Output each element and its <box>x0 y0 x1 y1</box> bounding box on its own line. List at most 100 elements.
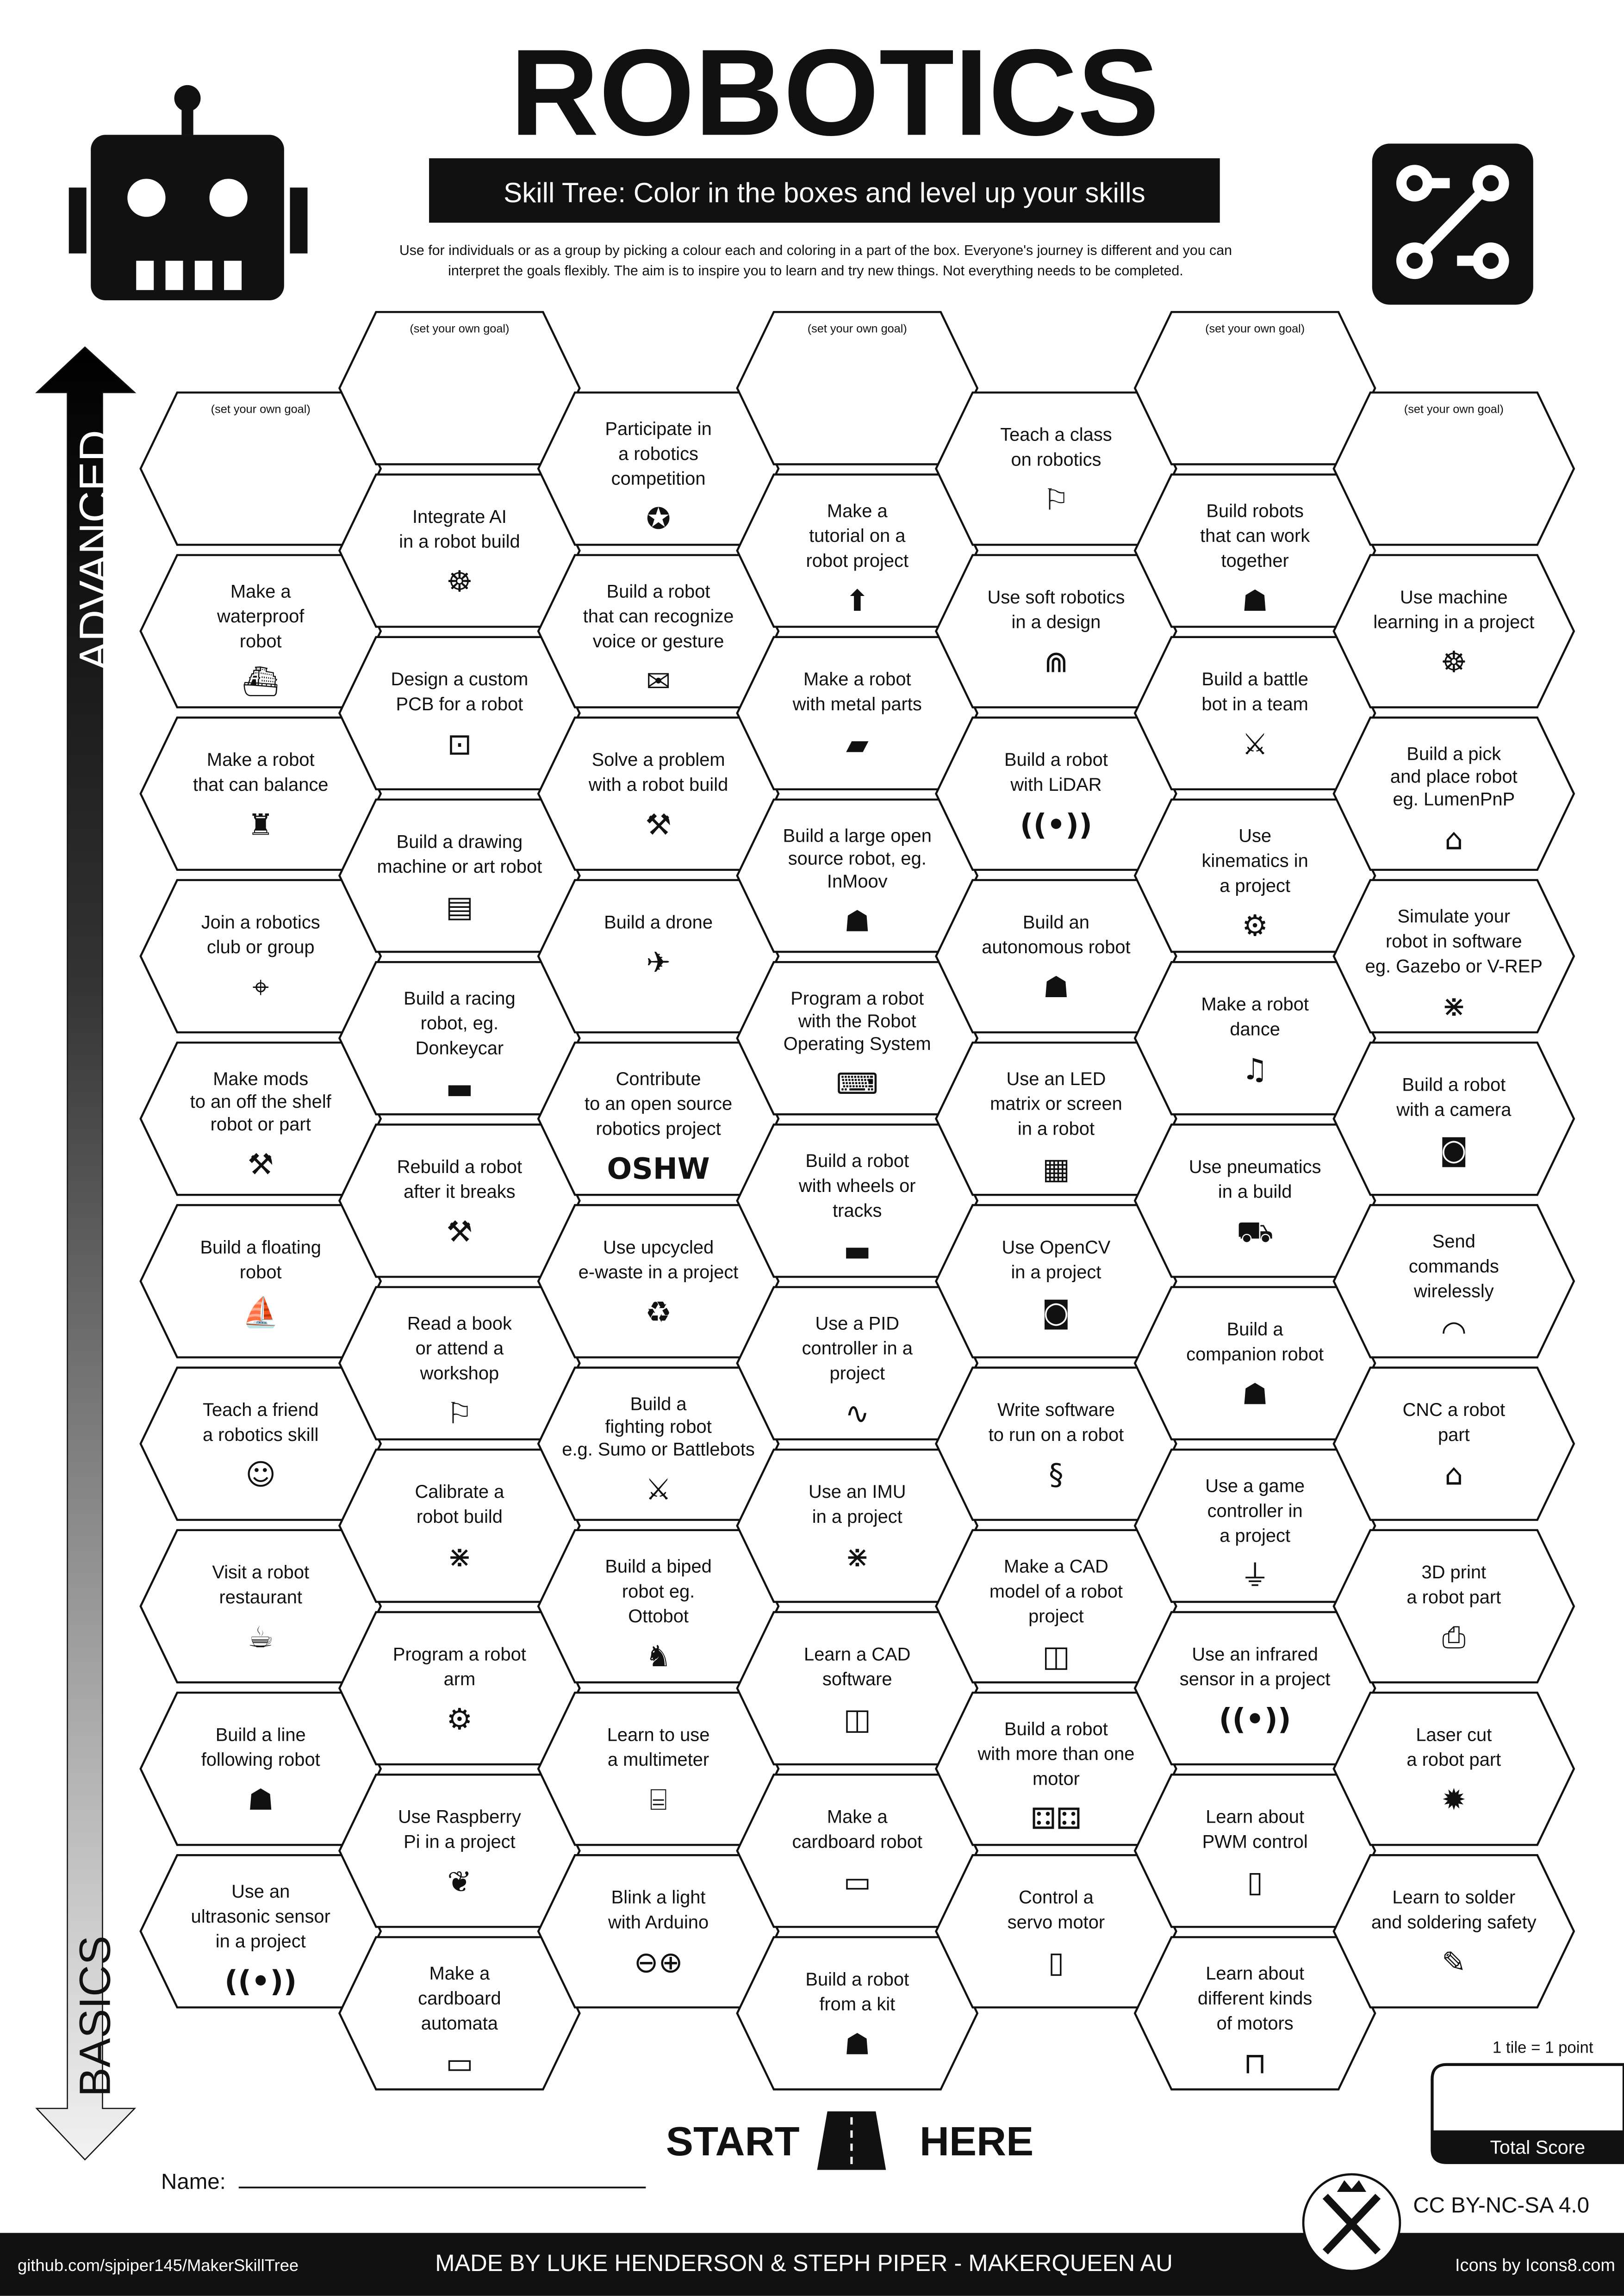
skill-tile[interactable]: Make a robot that can balance ♜ <box>139 716 382 871</box>
skill-tile[interactable]: Make a cardboard robot ▭ <box>736 1774 979 1928</box>
skill-tile[interactable]: Make a cardboard automata ▭ <box>338 1936 581 2091</box>
hex-box[interactable] <box>935 1854 1177 2009</box>
hex-box[interactable] <box>1133 1286 1376 1440</box>
hex-box[interactable] <box>338 473 581 628</box>
hex-box[interactable] <box>935 1204 1177 1359</box>
hex-box[interactable] <box>338 311 581 465</box>
skill-tile[interactable]: Build a racing robot, eg. Donkeycar ▬ <box>338 961 581 1116</box>
hex-box[interactable] <box>537 1691 780 1846</box>
hex-box[interactable] <box>537 1204 780 1359</box>
skill-tile[interactable]: Use Raspberry Pi in a project ❦ <box>338 1774 581 1928</box>
skill-tile[interactable]: Design a custom PCB for a robot ⊡ <box>338 636 581 791</box>
hex-box[interactable] <box>1332 1041 1575 1196</box>
skill-tile[interactable]: Blink a light with Arduino ⊖⊕ <box>537 1854 780 2009</box>
hex-box[interactable] <box>1133 311 1376 465</box>
hex-box[interactable] <box>338 636 581 791</box>
skill-tile[interactable]: Learn to solder and soldering safety ✎ <box>1332 1854 1575 2009</box>
hex-box[interactable] <box>1332 1529 1575 1684</box>
skill-tile[interactable]: Build a companion robot ☗ <box>1133 1286 1376 1440</box>
hex-box[interactable] <box>537 554 780 708</box>
skill-tile[interactable]: Solve a problem with a robot build ⚒ <box>537 716 780 871</box>
icons-credit[interactable]: Icons by Icons8.com <box>1455 2256 1615 2275</box>
skill-tile[interactable]: Build a robot that can recognize voice or … <box>537 554 780 708</box>
hex-box[interactable] <box>139 1854 382 2009</box>
skill-tile[interactable]: Build a battle bot in a team ⚔ <box>1133 636 1376 791</box>
hex-box[interactable] <box>537 879 780 1034</box>
hex-box[interactable] <box>537 1854 780 2009</box>
repo-link[interactable]: github.com/sjpiper145/MakerSkillTree <box>18 2256 299 2275</box>
skill-tile[interactable]: Build a line following robot ☗ <box>139 1691 382 1846</box>
hex-box[interactable] <box>1332 716 1575 871</box>
skill-tile[interactable]: Control a servo motor ▯ <box>935 1854 1177 2009</box>
hex-box[interactable] <box>736 1286 979 1440</box>
skill-tile[interactable]: Use soft robotics in a design ⋒ <box>935 554 1177 708</box>
hex-box[interactable] <box>1332 391 1575 546</box>
hex-box[interactable] <box>1133 473 1376 628</box>
skill-tile[interactable]: Build a drone ✈ <box>537 879 780 1034</box>
skill-tile[interactable]: Learn about PWM control ▯ <box>1133 1774 1376 1928</box>
hex-box[interactable] <box>1332 1691 1575 1846</box>
hex-box[interactable] <box>1332 554 1575 708</box>
hex-box[interactable] <box>935 554 1177 708</box>
hex-box[interactable] <box>139 1041 382 1196</box>
hex-box[interactable] <box>1133 1936 1376 2091</box>
hex-box[interactable] <box>736 1448 979 1603</box>
skill-tile[interactable]: Use kinematics in a project ⚙ <box>1133 798 1376 953</box>
skill-tile[interactable]: Build a floating robot ⛵ <box>139 1204 382 1359</box>
hex-box[interactable] <box>935 1041 1177 1196</box>
hex-box[interactable] <box>935 879 1177 1034</box>
skill-tile[interactable]: Read a book or attend a workshop ⚐ <box>338 1286 581 1440</box>
hex-box[interactable] <box>139 879 382 1034</box>
hex-box[interactable] <box>338 1286 581 1440</box>
hex-box[interactable] <box>1133 798 1376 953</box>
skill-tile[interactable]: Simulate your robot in software eg. Gazebo… <box>1332 879 1575 1034</box>
skill-tile[interactable]: Use a PID controller in a project ∿ <box>736 1286 979 1440</box>
hex-box[interactable] <box>537 391 780 546</box>
hex-box[interactable] <box>139 1529 382 1684</box>
hex-box[interactable] <box>537 716 780 871</box>
hex-box[interactable] <box>736 1123 979 1278</box>
skill-tile[interactable]: Use upcycled e-waste in a project ♻ <box>537 1204 780 1359</box>
hex-box[interactable] <box>1133 1611 1376 1766</box>
hex-box[interactable] <box>338 798 581 953</box>
hex-box[interactable] <box>139 1366 382 1521</box>
hex-box[interactable] <box>139 1691 382 1846</box>
hex-box[interactable] <box>338 1774 581 1928</box>
skill-tile[interactable]: Write software to run on a robot § <box>935 1366 1177 1521</box>
skill-tile[interactable]: Learn a CAD software ◫ <box>736 1611 979 1766</box>
skill-tile[interactable]: Build robots that can work together ☗ <box>1133 473 1376 628</box>
hex-box[interactable] <box>1332 879 1575 1034</box>
hex-box[interactable] <box>537 1529 780 1684</box>
hex-box[interactable] <box>338 1611 581 1766</box>
skill-tile[interactable]: Teach a friend a robotics skill ☺ <box>139 1366 382 1521</box>
hex-box[interactable] <box>736 636 979 791</box>
skill-tile[interactable]: Make a CAD model of a robot project ◫ <box>935 1529 1177 1684</box>
hex-box[interactable] <box>139 391 382 546</box>
hex-box[interactable] <box>1332 1366 1575 1521</box>
skill-tile[interactable]: Learn to use a multimeter ⌸ <box>537 1691 780 1846</box>
hex-box[interactable] <box>736 1936 979 2091</box>
skill-tile[interactable]: Send commands wirelessly ◠ <box>1332 1204 1575 1359</box>
hex-box[interactable] <box>736 961 979 1116</box>
skill-tile[interactable]: Participate in a robotics competition ✪ <box>537 391 780 546</box>
set-your-own-goal-tile[interactable]: (set your own goal) <box>1133 311 1376 465</box>
skill-tile[interactable]: Build an autonomous robot ☗ <box>935 879 1177 1034</box>
hex-box[interactable] <box>935 1529 1177 1684</box>
hex-box[interactable] <box>736 1611 979 1766</box>
skill-tile[interactable]: Use OpenCV in a project ◙ <box>935 1204 1177 1359</box>
hex-box[interactable] <box>1133 1774 1376 1928</box>
skill-tile[interactable]: CNC a robot part ⌂ <box>1332 1366 1575 1521</box>
skill-tile[interactable]: Laser cut a robot part ✹ <box>1332 1691 1575 1846</box>
skill-tile[interactable]: Calibrate a robot build ⋇ <box>338 1448 581 1603</box>
skill-tile[interactable]: Use pneumatics in a build ⛟ <box>1133 1123 1376 1278</box>
hex-box[interactable] <box>1332 1854 1575 2009</box>
set-your-own-goal-tile[interactable]: (set your own goal) <box>736 311 979 465</box>
skill-tile[interactable]: 3D print a robot part ⎙ <box>1332 1529 1575 1684</box>
hex-box[interactable] <box>935 1691 1177 1846</box>
skill-tile[interactable]: Build a biped robot eg. Ottobot ♞ <box>537 1529 780 1684</box>
skill-tile[interactable]: Make a tutorial on a robot project ⬆ <box>736 473 979 628</box>
